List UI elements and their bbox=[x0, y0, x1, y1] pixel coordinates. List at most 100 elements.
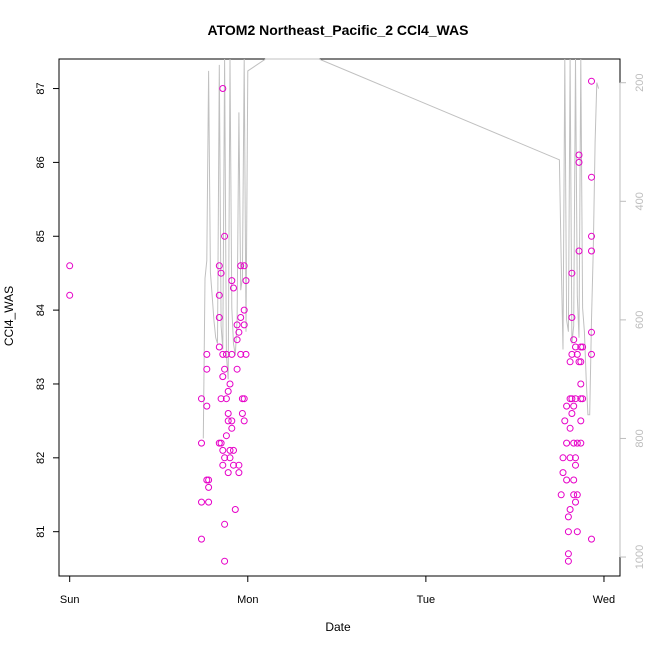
y2-tick-label: 800 bbox=[634, 429, 646, 447]
data-point bbox=[221, 454, 229, 462]
data-point bbox=[588, 77, 595, 85]
data-point bbox=[224, 387, 232, 395]
y-axis-label: CCl4_WAS bbox=[2, 286, 16, 346]
data-point bbox=[572, 461, 579, 469]
data-point bbox=[566, 506, 574, 513]
data-point bbox=[240, 306, 248, 314]
data-point bbox=[579, 395, 587, 403]
data-point bbox=[557, 491, 565, 499]
data-point bbox=[198, 439, 205, 447]
data-point bbox=[573, 350, 581, 358]
data-point bbox=[563, 439, 571, 447]
data-point bbox=[568, 269, 576, 277]
x-tick-label: Tue bbox=[417, 594, 436, 606]
data-point bbox=[561, 417, 569, 425]
data-point bbox=[228, 417, 236, 425]
data-point bbox=[588, 173, 595, 181]
data-point bbox=[230, 284, 237, 292]
data-point bbox=[226, 380, 234, 388]
data-point bbox=[235, 328, 243, 336]
data-point bbox=[205, 498, 213, 506]
data-point bbox=[222, 432, 230, 440]
data-point bbox=[242, 277, 250, 285]
data-point bbox=[577, 439, 585, 447]
data-point bbox=[570, 402, 578, 410]
data-point bbox=[228, 277, 236, 285]
data-point bbox=[233, 365, 241, 373]
data-point bbox=[573, 491, 581, 499]
data-point bbox=[198, 498, 205, 506]
data-point bbox=[564, 557, 572, 565]
data-point bbox=[66, 262, 74, 270]
y-tick-label: 84 bbox=[35, 304, 47, 316]
data-point bbox=[66, 291, 74, 299]
data-point bbox=[228, 350, 236, 358]
y-tick-label: 82 bbox=[35, 452, 47, 464]
data-point bbox=[559, 454, 567, 462]
data-point bbox=[577, 358, 585, 366]
data-point bbox=[215, 343, 223, 351]
data-point bbox=[240, 417, 248, 425]
pressure-line bbox=[202, 58, 600, 439]
data-point bbox=[588, 328, 595, 336]
data-point bbox=[228, 424, 236, 432]
data-point bbox=[570, 439, 578, 447]
data-point bbox=[572, 395, 579, 403]
data-point bbox=[238, 410, 246, 417]
data-point bbox=[217, 439, 225, 447]
data-point bbox=[572, 498, 579, 506]
data-point bbox=[203, 350, 211, 358]
data-point bbox=[198, 535, 205, 543]
data-point bbox=[215, 291, 223, 299]
x-tick-label: Wed bbox=[593, 594, 615, 606]
data-point bbox=[575, 151, 583, 159]
data-point bbox=[217, 269, 225, 277]
data-point bbox=[237, 262, 245, 270]
data-point bbox=[226, 446, 234, 454]
data-point bbox=[205, 476, 213, 484]
y2-tick-label: 400 bbox=[634, 192, 646, 210]
data-point bbox=[235, 469, 243, 477]
y2-tick-label: 200 bbox=[634, 74, 646, 92]
data-point bbox=[233, 321, 241, 329]
data-point bbox=[588, 535, 595, 543]
data-point bbox=[564, 550, 572, 558]
y2-tick-label: 600 bbox=[634, 311, 646, 329]
data-point bbox=[240, 321, 248, 329]
data-point bbox=[240, 262, 248, 270]
data-point bbox=[198, 395, 205, 403]
data-point bbox=[579, 343, 587, 351]
data-point bbox=[217, 395, 225, 403]
data-point bbox=[221, 557, 229, 565]
data-point bbox=[573, 439, 581, 447]
data-point bbox=[222, 395, 230, 403]
data-point bbox=[577, 380, 585, 388]
y-tick-label: 85 bbox=[35, 230, 47, 242]
data-point bbox=[240, 395, 248, 403]
data-point bbox=[568, 314, 576, 321]
data-point bbox=[588, 232, 595, 240]
data-point bbox=[566, 358, 574, 366]
y-tick-label: 83 bbox=[35, 378, 47, 390]
data-point bbox=[242, 350, 250, 358]
data-point bbox=[231, 506, 239, 513]
data-point bbox=[219, 373, 227, 381]
data-point bbox=[568, 410, 576, 417]
data-point bbox=[588, 247, 595, 255]
data-point bbox=[588, 350, 595, 358]
plot-area bbox=[58, 58, 621, 577]
data-point bbox=[219, 461, 227, 469]
data-point bbox=[230, 446, 237, 454]
data-point bbox=[224, 410, 232, 417]
data-point bbox=[564, 528, 572, 536]
data-point bbox=[219, 85, 227, 92]
data-point bbox=[575, 158, 583, 166]
data-point bbox=[203, 402, 211, 410]
data-point bbox=[221, 520, 229, 528]
data-point bbox=[221, 365, 229, 373]
data-point bbox=[237, 314, 245, 321]
data-point bbox=[564, 513, 572, 521]
data-point bbox=[224, 469, 232, 477]
data-point bbox=[233, 336, 241, 344]
data-point bbox=[219, 446, 227, 454]
